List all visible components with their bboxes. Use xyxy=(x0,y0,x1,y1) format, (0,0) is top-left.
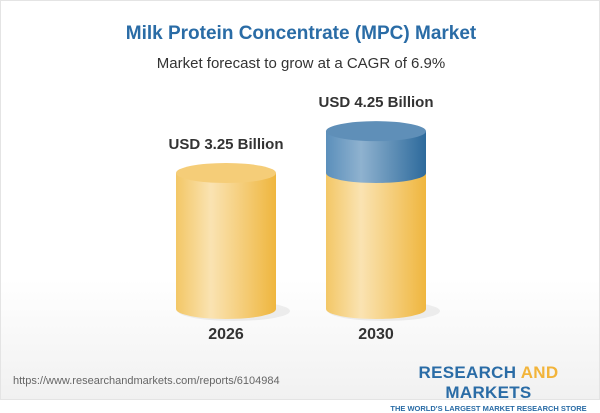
research-and-markets-logo: RESEARCH AND MARKETS THE WORLD'S LARGEST… xyxy=(390,363,587,413)
source-url[interactable]: https://www.researchandmarkets.com/repor… xyxy=(13,375,280,387)
chart-subtitle: Market forecast to grow at a CAGR of 6.9… xyxy=(156,55,446,72)
bar-growth-2030 xyxy=(326,131,426,183)
chart-title: Milk Protein Concentrate (MPC) Market xyxy=(125,23,477,44)
bar-base-2026 xyxy=(176,173,276,319)
x-tick-label: 2026 xyxy=(208,326,244,343)
bar-base-2030 xyxy=(326,173,426,319)
chart-area: USD 3.25 Billion 2026 USD 4.25 Billion 2030 xyxy=(168,94,440,343)
x-tick-label: 2030 xyxy=(358,326,394,343)
data-label: USD 4.25 Billion xyxy=(318,94,433,111)
bar-top-2026 xyxy=(176,163,276,183)
data-label: USD 3.25 Billion xyxy=(168,136,283,153)
bar-top-2030 xyxy=(326,121,426,142)
